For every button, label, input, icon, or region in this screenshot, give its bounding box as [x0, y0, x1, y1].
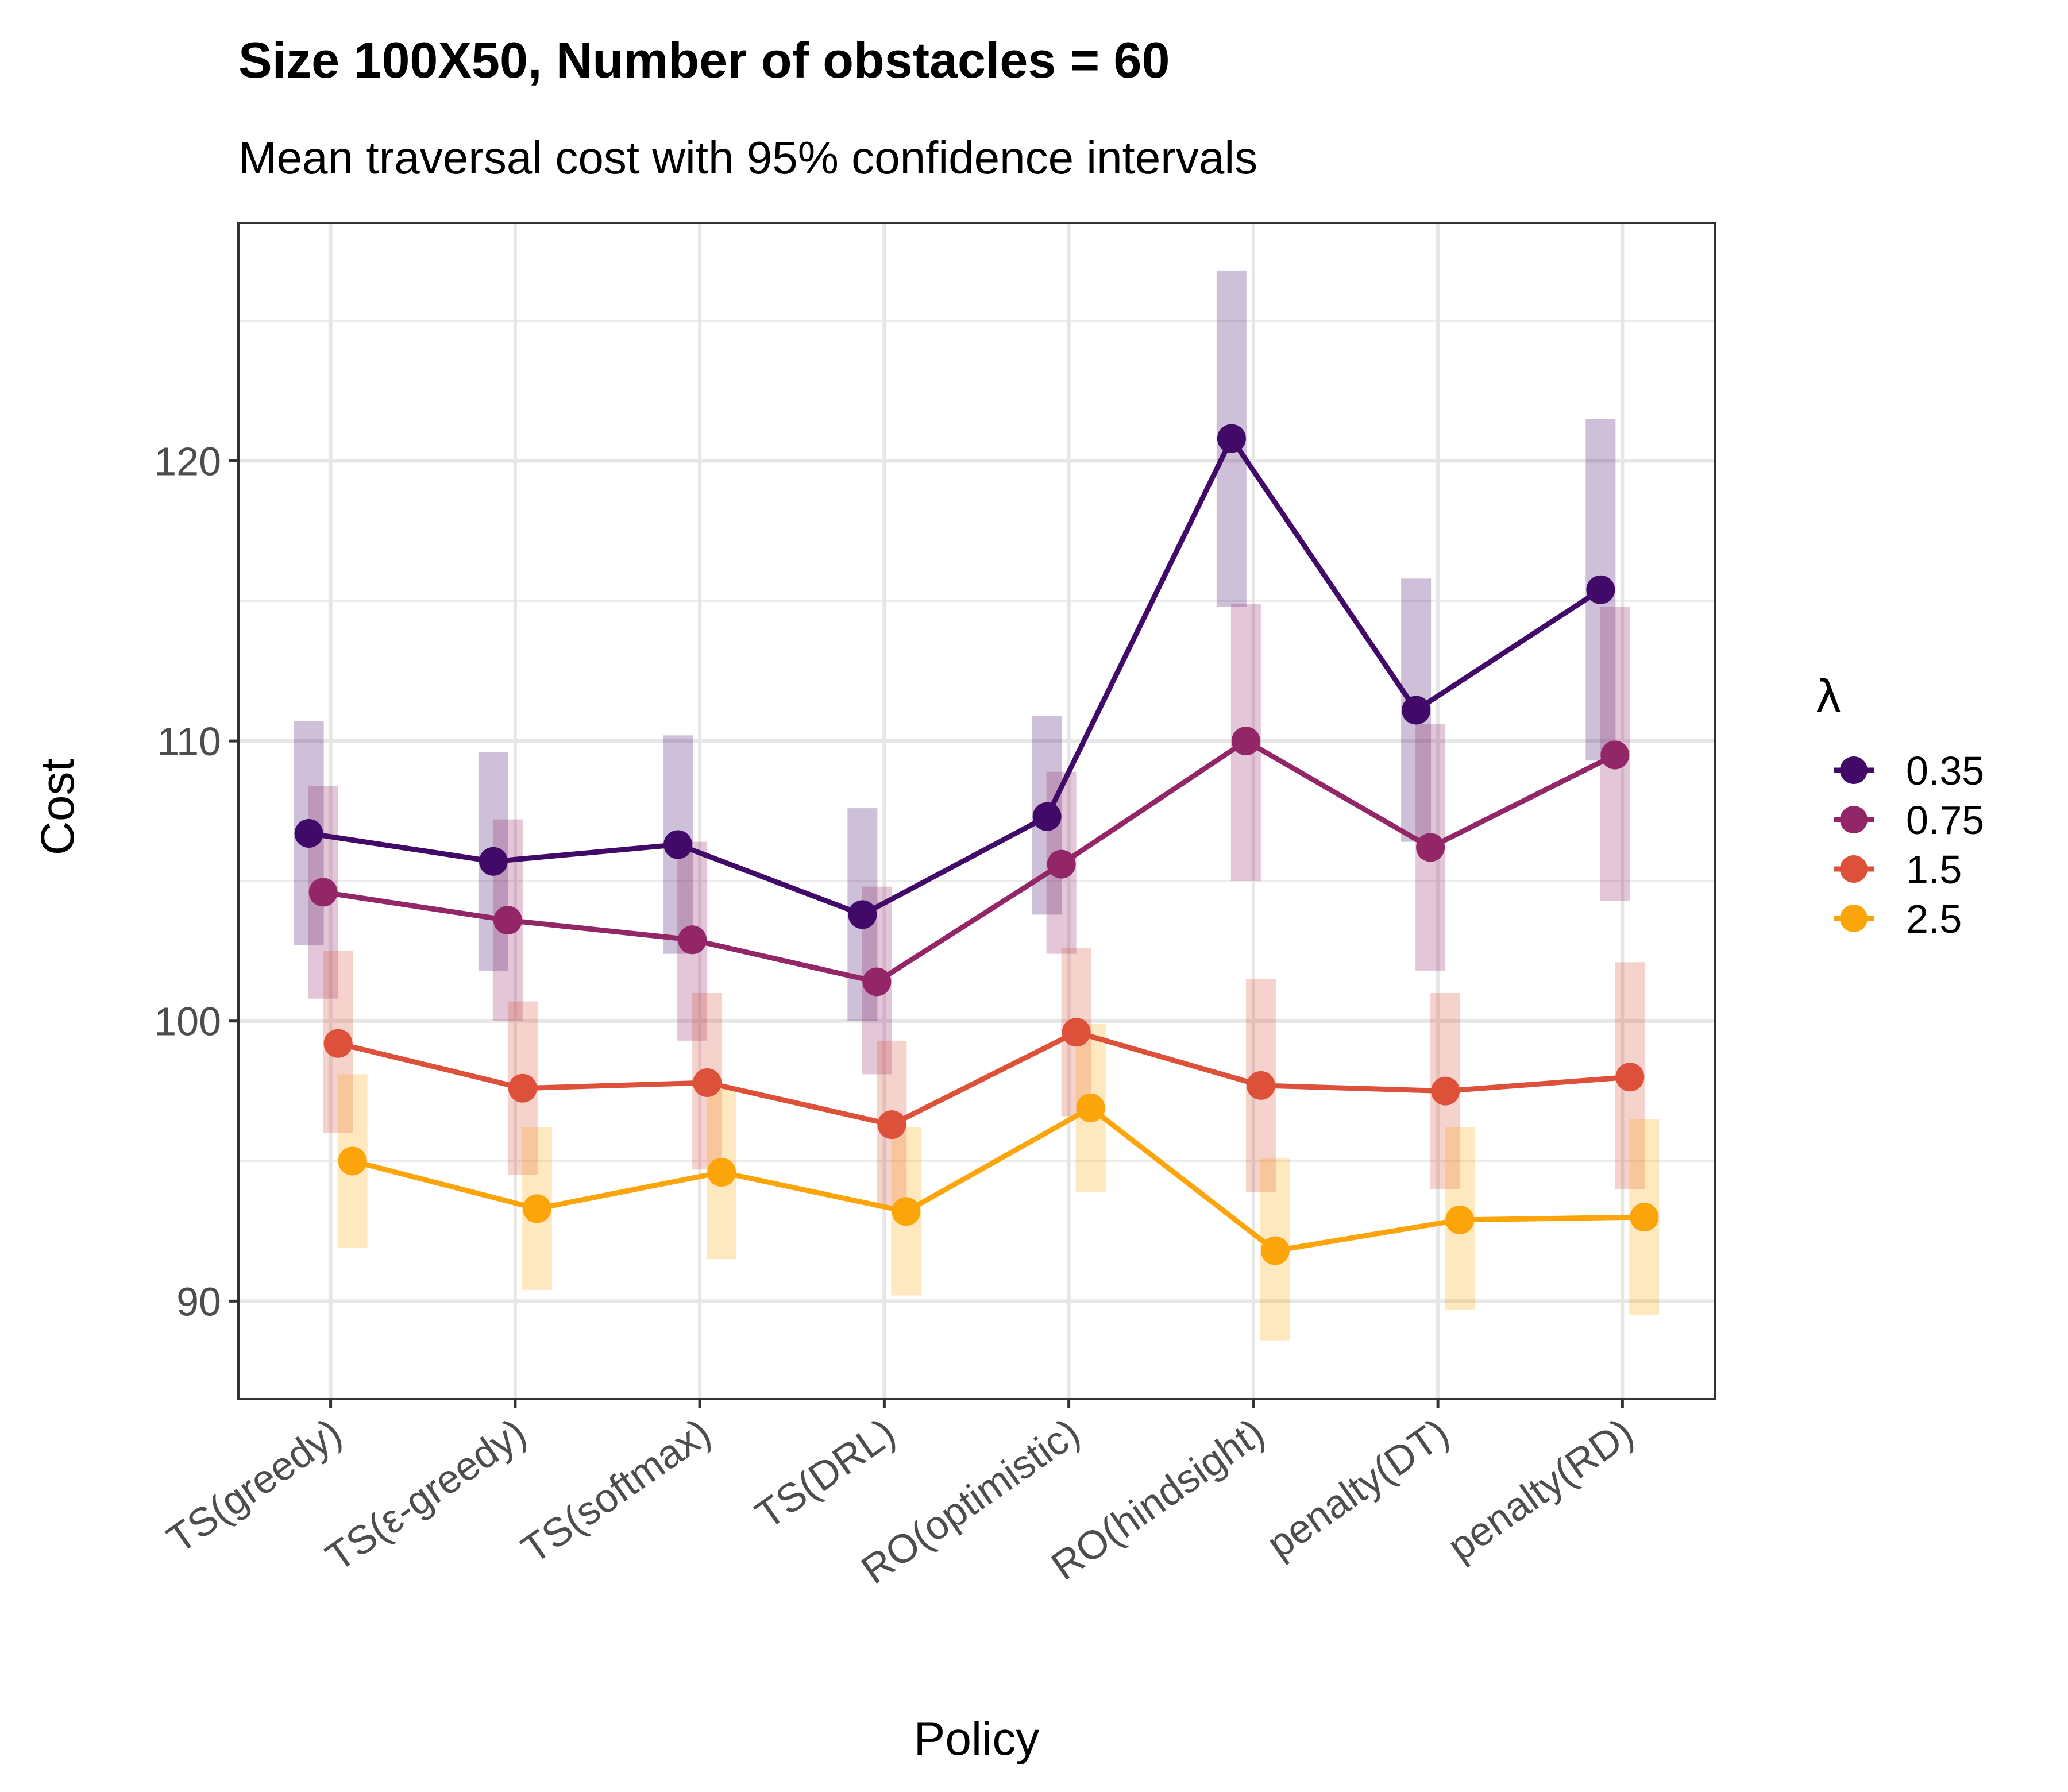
- series-line: [322, 738, 1616, 984]
- legend-label: 1.5: [1906, 847, 1962, 892]
- legend-label: 0.35: [1906, 748, 1984, 793]
- chart-subtitle: Mean traversal cost with 95% confidence …: [238, 132, 1257, 183]
- gridlines: [238, 223, 1715, 1399]
- x-axis-title: Policy: [914, 1713, 1040, 1765]
- data-point: [693, 1068, 722, 1097]
- data-point: [1231, 727, 1260, 756]
- y-axis: 90 100 110 120: [154, 439, 238, 1324]
- chart-title: Size 100X50, Number of obstacles = 60: [238, 32, 1170, 88]
- y-tick-label: 90: [176, 1279, 221, 1324]
- x-tick-label: TS(DRL): [747, 1409, 903, 1537]
- x-tick-label: TS(ε-greedy): [318, 1409, 534, 1579]
- data-point: [663, 830, 693, 859]
- data-point: [1586, 575, 1615, 604]
- x-tick-label: TS(greedy): [159, 1409, 350, 1562]
- data-point: [707, 1158, 736, 1187]
- y-tick-label: 100: [154, 999, 221, 1044]
- data-point: [1062, 1018, 1091, 1047]
- data-point: [323, 1029, 353, 1058]
- data-point: [862, 967, 892, 997]
- data-point: [1217, 424, 1246, 453]
- x-tick-label: penalty(RD): [1440, 1409, 1641, 1569]
- data-point: [1431, 1076, 1460, 1106]
- data-point: [338, 1146, 367, 1176]
- legend: λ 0.35 0.751.5 2.5: [1815, 671, 1984, 941]
- data-point: [1032, 802, 1062, 831]
- data-point: [1260, 1236, 1290, 1265]
- data-point: [1445, 1205, 1475, 1234]
- data-point: [508, 1073, 537, 1103]
- legend-swatch-point: [1840, 905, 1868, 932]
- x-tick-label: TS(softmax): [514, 1409, 719, 1572]
- data-point: [522, 1194, 551, 1223]
- y-tick-label: 120: [154, 439, 221, 484]
- panel-frame: [237, 222, 1716, 1400]
- series-lines: [308, 436, 1645, 1254]
- plot-background: [238, 223, 1715, 1399]
- x-axis: TS(greedy)TS(ε-greedy)TS(softmax) TS(DRL)…: [159, 1399, 1641, 1593]
- x-tick-label: penalty(DT): [1259, 1409, 1456, 1567]
- data-point: [1630, 1203, 1659, 1232]
- y-axis-title: Cost: [32, 758, 84, 855]
- data-point: [1076, 1093, 1105, 1122]
- y-tick-label: 110: [157, 719, 221, 764]
- legend-label: 2.5: [1906, 897, 1962, 941]
- data-point: [1246, 1071, 1275, 1100]
- data-point: [479, 847, 508, 876]
- data-point: [892, 1197, 921, 1226]
- data-point: [308, 878, 338, 907]
- data-point: [1600, 740, 1630, 770]
- data-point: [1615, 1063, 1645, 1092]
- legend-swatch-point: [1840, 806, 1868, 833]
- data-point: [678, 925, 707, 955]
- plot-panel: [238, 223, 1715, 1399]
- series-points: [294, 424, 1659, 1265]
- data-point: [1047, 849, 1076, 879]
- legend-swatch-point: [1840, 756, 1868, 784]
- legend-swatch-point: [1840, 855, 1868, 883]
- data-point: [1402, 696, 1431, 725]
- data-point: [1416, 833, 1445, 862]
- series-line: [337, 1029, 1630, 1127]
- data-point: [848, 900, 877, 929]
- data-point: [294, 819, 323, 848]
- series-line: [352, 1105, 1645, 1254]
- series-line: [308, 436, 1602, 917]
- legend-title: λ: [1815, 671, 1842, 723]
- panel-border: [237, 222, 1716, 1400]
- legend-label: 0.75: [1906, 798, 1984, 843]
- data-point: [877, 1110, 906, 1140]
- data-point: [493, 906, 522, 935]
